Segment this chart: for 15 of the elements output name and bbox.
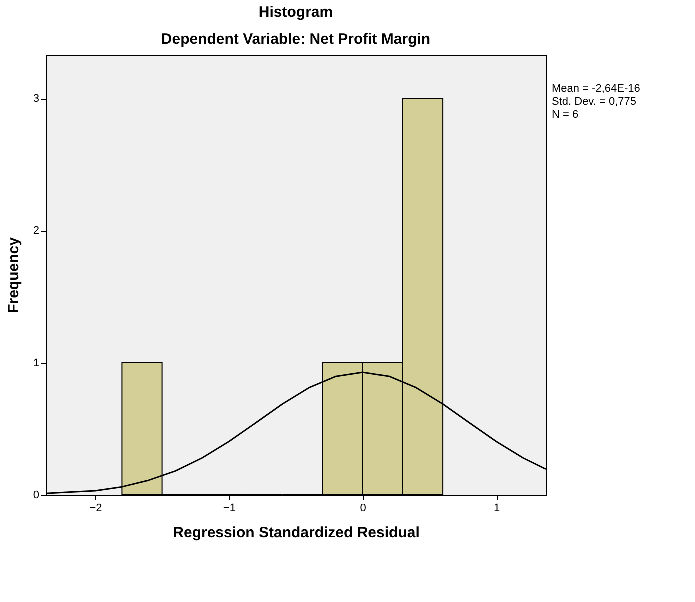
x-axis-title: Regression Standardized Residual [173, 524, 420, 542]
y-tick-label: 1 [33, 357, 40, 370]
text: Std. Dev. = 0,775 [552, 96, 636, 108]
y-tick-label: 0 [33, 490, 40, 502]
text: Mean = -2,64E-16 [552, 83, 640, 95]
y-tick-label: 2 [33, 225, 40, 238]
text: N = 6 [552, 109, 579, 121]
chart-subtitle: Dependent Variable: Net Profit Margin [161, 31, 431, 48]
x-tick-label: 0 [360, 502, 366, 514]
chart-title: Histogram [258, 4, 334, 21]
y-axis-title: Frequency [5, 236, 22, 314]
x-tick-label: 1 [494, 502, 500, 514]
x-tick-label: −2 [90, 502, 102, 514]
y-tick-label: 3 [33, 93, 40, 106]
x-tick-label: −1 [223, 502, 236, 514]
